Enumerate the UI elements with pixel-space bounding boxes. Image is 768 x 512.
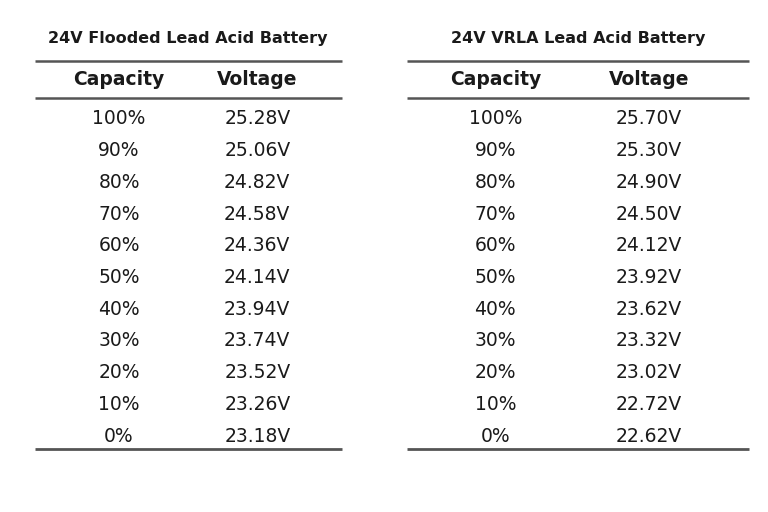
Text: 70%: 70%	[98, 204, 140, 224]
Text: 23.18V: 23.18V	[224, 426, 290, 446]
Text: 22.62V: 22.62V	[616, 426, 682, 446]
Text: 23.32V: 23.32V	[616, 331, 682, 351]
Text: 23.02V: 23.02V	[616, 363, 682, 382]
Text: 24.90V: 24.90V	[616, 173, 682, 192]
Text: 23.94V: 23.94V	[224, 300, 290, 319]
Text: Voltage: Voltage	[609, 70, 689, 89]
Text: 30%: 30%	[98, 331, 140, 351]
Text: 24.50V: 24.50V	[616, 204, 682, 224]
Text: Capacity: Capacity	[450, 70, 541, 89]
Text: 40%: 40%	[98, 300, 140, 319]
Text: 90%: 90%	[98, 141, 140, 160]
Text: 80%: 80%	[475, 173, 516, 192]
Text: 25.28V: 25.28V	[224, 109, 290, 129]
Text: 10%: 10%	[475, 395, 516, 414]
Text: 23.26V: 23.26V	[224, 395, 290, 414]
Text: 0%: 0%	[104, 426, 134, 446]
Text: 23.74V: 23.74V	[224, 331, 290, 351]
Text: 23.92V: 23.92V	[616, 268, 682, 287]
Text: 40%: 40%	[475, 300, 516, 319]
Text: 25.30V: 25.30V	[616, 141, 682, 160]
Text: 24V VRLA Lead Acid Battery: 24V VRLA Lead Acid Battery	[451, 31, 705, 46]
Text: 10%: 10%	[98, 395, 140, 414]
Text: 80%: 80%	[98, 173, 140, 192]
Text: 24.58V: 24.58V	[224, 204, 290, 224]
Text: 50%: 50%	[98, 268, 140, 287]
Text: 24.36V: 24.36V	[224, 236, 290, 255]
Text: 90%: 90%	[475, 141, 516, 160]
Text: 100%: 100%	[468, 109, 522, 129]
Text: 100%: 100%	[92, 109, 146, 129]
Text: 25.06V: 25.06V	[224, 141, 290, 160]
Text: 20%: 20%	[98, 363, 140, 382]
Text: 50%: 50%	[475, 268, 516, 287]
Text: 23.62V: 23.62V	[616, 300, 682, 319]
Text: Voltage: Voltage	[217, 70, 297, 89]
Text: 24V Flooded Lead Acid Battery: 24V Flooded Lead Acid Battery	[48, 31, 328, 46]
Text: 60%: 60%	[475, 236, 516, 255]
Text: 23.52V: 23.52V	[224, 363, 290, 382]
Text: Capacity: Capacity	[74, 70, 164, 89]
Text: 24.14V: 24.14V	[224, 268, 290, 287]
Text: 30%: 30%	[475, 331, 516, 351]
Text: 20%: 20%	[475, 363, 516, 382]
Text: 60%: 60%	[98, 236, 140, 255]
Text: 70%: 70%	[475, 204, 516, 224]
Text: 24.82V: 24.82V	[224, 173, 290, 192]
Text: 25.70V: 25.70V	[616, 109, 682, 129]
Text: 0%: 0%	[481, 426, 510, 446]
Text: 24.12V: 24.12V	[616, 236, 682, 255]
Text: 22.72V: 22.72V	[616, 395, 682, 414]
